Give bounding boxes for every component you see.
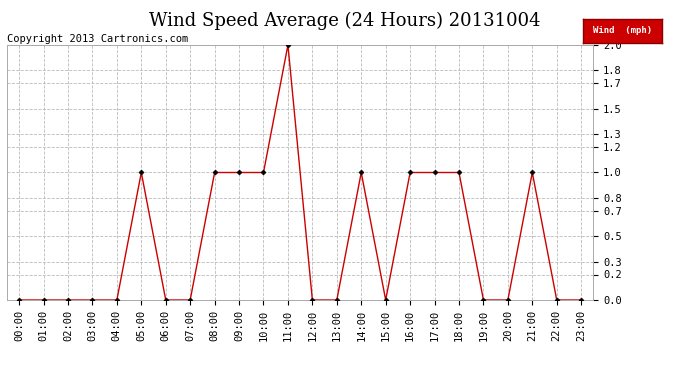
Text: Copyright 2013 Cartronics.com: Copyright 2013 Cartronics.com (7, 34, 188, 44)
Text: Wind  (mph): Wind (mph) (593, 26, 652, 36)
Text: Wind Speed Average (24 Hours) 20131004: Wind Speed Average (24 Hours) 20131004 (149, 11, 541, 30)
